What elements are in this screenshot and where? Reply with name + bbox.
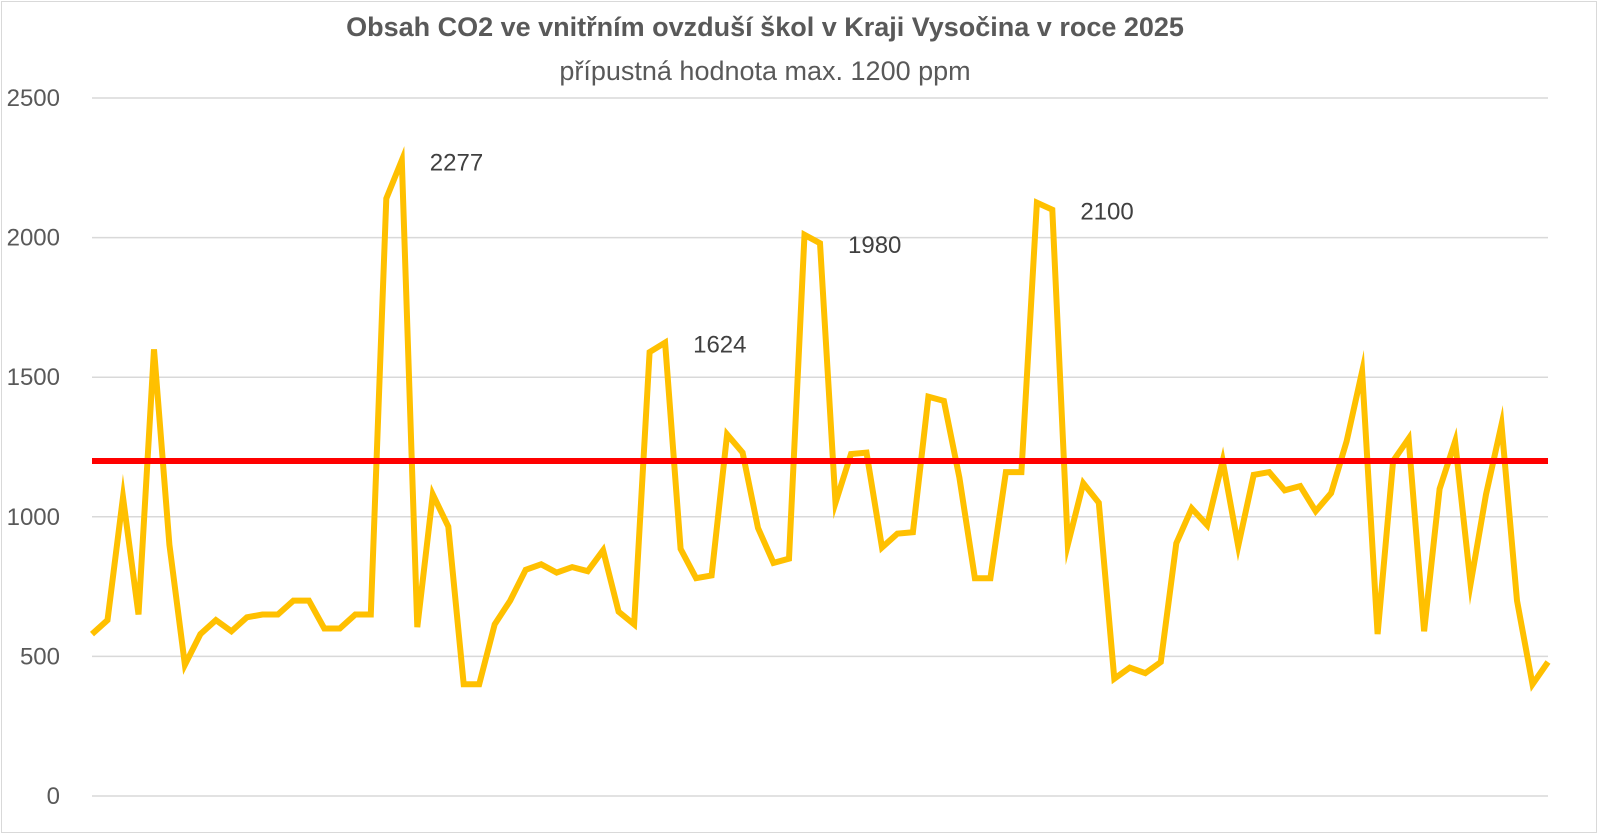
y-tick-label: 500 bbox=[20, 643, 60, 670]
y-tick-label: 1000 bbox=[7, 504, 60, 531]
co2-series-line bbox=[89, 146, 1551, 692]
data-label: 1624 bbox=[693, 332, 746, 359]
data-label: 2100 bbox=[1080, 199, 1133, 226]
data-label: 2277 bbox=[430, 149, 483, 176]
y-tick-label: 2000 bbox=[7, 225, 60, 252]
y-tick-label: 0 bbox=[47, 783, 60, 810]
data-label: 1980 bbox=[848, 232, 901, 259]
chart-subtitle: přípustná hodnota max. 1200 ppm bbox=[559, 56, 971, 86]
y-tick-label: 1500 bbox=[7, 364, 60, 391]
chart-title: Obsah CO2 ve vnitřním ovzduší škol v Kra… bbox=[346, 12, 1184, 42]
y-tick-label: 2500 bbox=[7, 85, 60, 112]
